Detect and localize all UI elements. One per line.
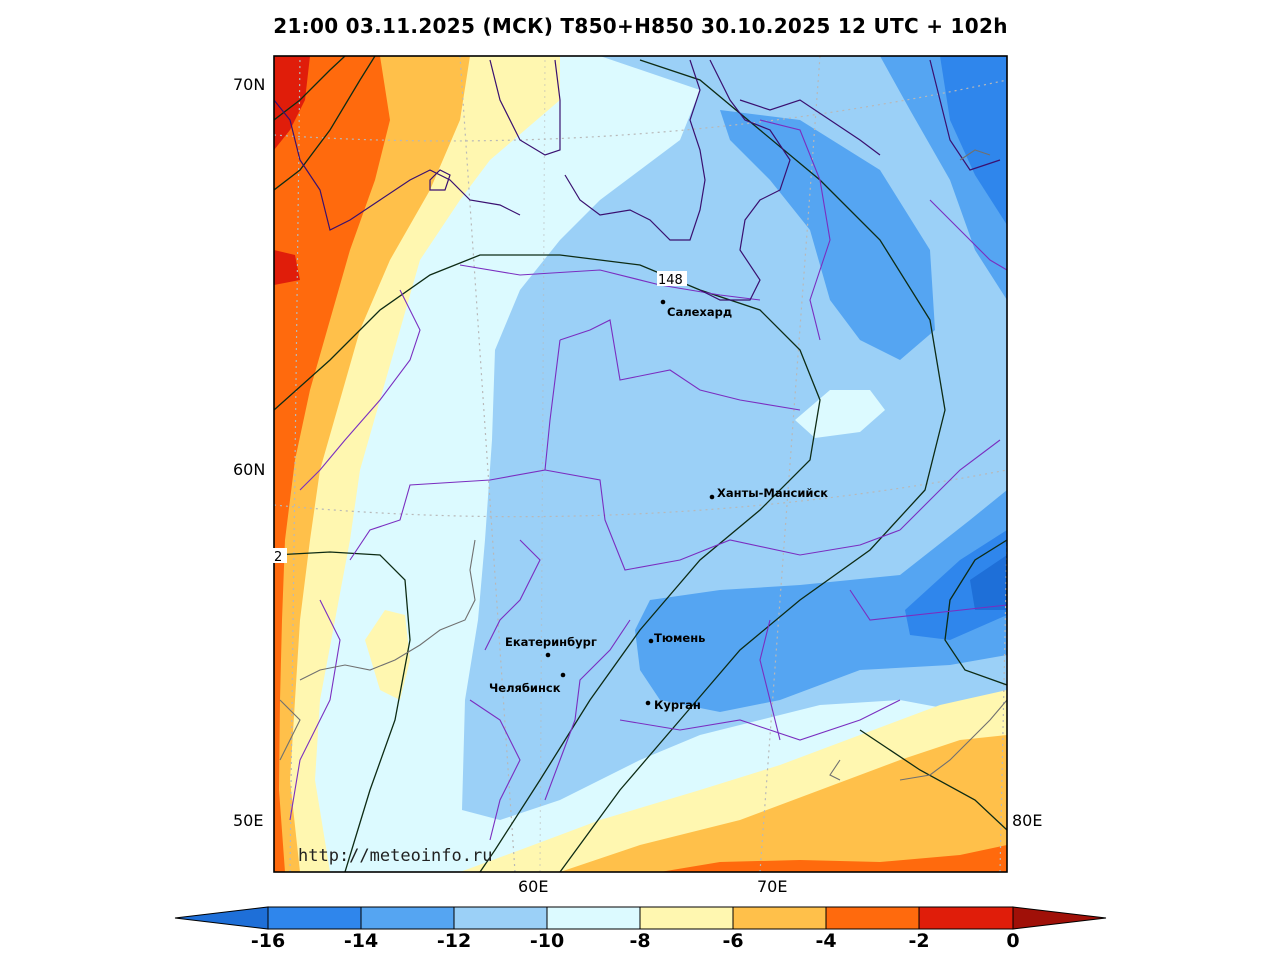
admin-borders	[289, 119, 1007, 841]
svg-text:148: 148	[658, 273, 683, 288]
watermark: http://meteoinfo.ru	[298, 846, 492, 866]
lon-label-60e: 60E	[518, 877, 549, 896]
city-chelyabinsk: Челябинск	[489, 672, 566, 695]
colorbar-high-arrow	[1012, 906, 1107, 930]
colorbar-label: 0	[1006, 930, 1020, 952]
colorbar-bin	[267, 906, 362, 930]
city-tyumen: Тюмень	[648, 631, 705, 645]
city-dot-icon	[660, 299, 666, 305]
svg-text:Курган: Курган	[654, 698, 701, 712]
contour-label-2: 2	[273, 548, 287, 565]
city-kurgan: Курган	[645, 698, 701, 712]
band-minus-16-c	[970, 555, 1007, 610]
colorbar-bin	[453, 906, 548, 930]
colorbar-bin	[546, 906, 641, 930]
city-salekhard: Салехард	[660, 299, 732, 319]
svg-text:Екатеринбург: Екатеринбург	[505, 635, 597, 649]
city-khanty-mansiysk: Ханты-Мансийск	[709, 486, 828, 500]
city-dot-icon	[648, 638, 654, 644]
colorbar-bin	[732, 906, 827, 930]
city-dot-icon	[709, 494, 715, 500]
map-frame	[273, 55, 1008, 873]
colorbar-bin	[918, 906, 1014, 930]
colorbar-label: -12	[436, 930, 472, 952]
map-fill-layers	[274, 56, 1007, 872]
band-minus-2-west	[274, 56, 310, 150]
lat-label-60n: 60N	[233, 460, 266, 479]
svg-text:Салехард: Салехард	[667, 305, 732, 319]
band-minus-14-a	[720, 110, 935, 360]
colorbar-bin	[825, 906, 920, 930]
band-minus-14-c	[635, 490, 1007, 712]
colorbar-label: -6	[722, 930, 744, 952]
svg-text:Челябинск: Челябинск	[489, 681, 561, 695]
svg-text:2: 2	[274, 550, 282, 565]
band-minus-16-b	[905, 530, 1007, 640]
colorbar-label: -2	[908, 930, 930, 952]
colorbar-low-arrow	[174, 906, 269, 930]
colorbar-label: -8	[629, 930, 651, 952]
svg-text:Тюмень: Тюмень	[654, 631, 705, 645]
colorbar-bin	[639, 906, 734, 930]
colorbar-label: -10	[529, 930, 565, 952]
lon-label-70e: 70E	[757, 877, 788, 896]
colorbar-label: -16	[250, 930, 286, 952]
city-dot-icon	[560, 672, 566, 678]
city-dot-icon	[545, 652, 551, 658]
colorbar-label: -4	[815, 930, 837, 952]
city-dot-icon	[645, 700, 651, 706]
lat-label-50e: 50E	[233, 811, 264, 830]
rivers-lakes	[279, 149, 1007, 781]
graticule	[274, 56, 1007, 872]
colorbar-bin	[360, 906, 455, 930]
band-minus-16-a	[940, 56, 1007, 225]
geopotential-contours	[274, 56, 1007, 872]
band-minus-4-west	[274, 56, 390, 872]
city-yekaterinburg: Екатеринбург	[505, 635, 597, 658]
band-minus-6-se	[560, 735, 1007, 872]
lat-label-70n: 70N	[233, 75, 266, 94]
colorbar-label: -14	[343, 930, 379, 952]
map-title: 21:00 03.11.2025 (МСК) T850+H850 30.10.2…	[273, 14, 1008, 38]
contour-label-148: 148	[657, 271, 687, 288]
lon-label-80e: 80E	[1012, 811, 1043, 830]
svg-text:Ханты-Мансийск: Ханты-Мансийск	[717, 486, 828, 500]
coastlines	[274, 59, 1001, 301]
colorbar	[174, 906, 1107, 930]
